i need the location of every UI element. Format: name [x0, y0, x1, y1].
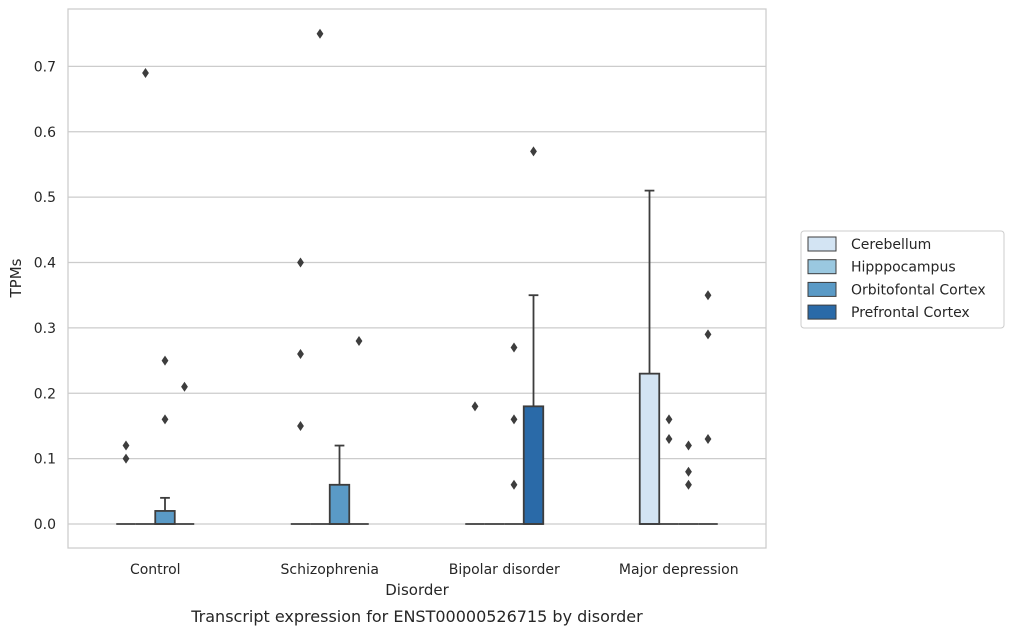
- y-tick-label: 0.6: [34, 125, 56, 141]
- y-tick-label: 0.7: [34, 59, 56, 75]
- box-prefrontal-cortex: [522, 146, 545, 525]
- legend-item: Prefrontal Cortex: [807, 304, 970, 321]
- box-body: [638, 372, 661, 525]
- outlier-point: [704, 329, 712, 340]
- box-cerebellum: [290, 257, 311, 525]
- outlier-point: [297, 257, 304, 268]
- outlier-point: [122, 453, 130, 464]
- outlier-point: [142, 67, 149, 78]
- outlier-point: [297, 420, 304, 431]
- outlier-point: [510, 479, 518, 490]
- box-orbitofontal-cortex: [154, 355, 176, 525]
- box-cerebellum: [638, 189, 661, 525]
- box-body: [328, 483, 351, 525]
- legend-swatch: [807, 259, 837, 275]
- outlier-point: [685, 466, 692, 477]
- y-tick-label: 0.1: [34, 452, 56, 468]
- x-axis-label: Disorder: [385, 581, 449, 599]
- box-body: [522, 405, 545, 525]
- legend-swatch: [807, 236, 837, 252]
- box-prefrontal-cortex: [349, 335, 369, 525]
- box-hipppocampus: [659, 414, 679, 525]
- outlier-point: [704, 290, 712, 301]
- box-orbitofontal-cortex: [678, 440, 699, 525]
- outlier-point: [316, 28, 324, 39]
- chart-title: Transcript expression for ENST0000052671…: [190, 607, 643, 626]
- legend-label: Orbitofontal Cortex: [851, 282, 986, 298]
- y-tick-labels: 0.0 0.1 0.2 0.3 0.4 0.5 0.6 0.7: [34, 59, 56, 533]
- y-tick-label: 0.2: [34, 386, 56, 402]
- outlier-point: [510, 342, 518, 353]
- y-tick-label: 0.3: [34, 321, 56, 337]
- plot-frame: [67, 8, 767, 549]
- outlier-point: [161, 414, 169, 425]
- outlier-point: [471, 401, 479, 412]
- y-tick-label: 0.0: [34, 517, 56, 533]
- box-body: [154, 510, 176, 525]
- outlier-point: [297, 349, 304, 360]
- outlier-point: [530, 146, 537, 157]
- box-hipppocampus: [135, 67, 156, 525]
- legend-label: Cerebellum: [851, 237, 931, 253]
- box-prefrontal-cortex: [174, 381, 195, 525]
- x-tick-label: Major depression: [619, 562, 739, 578]
- legend-item: Hipppocampus: [807, 259, 956, 276]
- box-plots: [116, 28, 718, 525]
- x-tick-label: Bipolar disorder: [449, 562, 560, 578]
- box-orbitofontal-cortex: [328, 444, 351, 525]
- outlier-point: [665, 414, 673, 425]
- legend-items: Cerebellum Hipppocampus Orbitofontal Corte…: [807, 236, 986, 321]
- legend-swatch: [807, 304, 837, 320]
- outlier-point: [510, 414, 518, 425]
- box-cerebellum: [116, 440, 136, 525]
- outlier-point: [665, 434, 673, 445]
- x-tick-label: Schizophrenia: [281, 562, 379, 578]
- y-tick-label: 0.5: [34, 190, 56, 206]
- outlier-point: [161, 355, 169, 366]
- outlier-point: [685, 479, 692, 490]
- legend-label: Hipppocampus: [851, 260, 956, 276]
- x-tick-label: Control: [130, 562, 181, 578]
- box-hipppocampus: [310, 28, 330, 525]
- x-tick-labels: Control Schizophrenia Bipolar disorder Majo…: [130, 562, 739, 578]
- box-cerebellum: [465, 401, 485, 525]
- legend-swatch: [807, 281, 837, 297]
- y-axis-label: TPMs: [7, 258, 25, 298]
- legend-item: Orbitofontal Cortex: [807, 281, 986, 298]
- legend: Cerebellum Hipppocampus Orbitofontal Corte…: [800, 230, 1005, 329]
- legend-frame: [800, 230, 1005, 329]
- legend-label: Prefrontal Cortex: [851, 305, 970, 321]
- box-prefrontal-cortex: [698, 290, 718, 525]
- outlier-point: [685, 440, 692, 451]
- outlier-point: [355, 335, 363, 346]
- box-orbitofontal-cortex: [504, 342, 524, 525]
- y-tick-label: 0.4: [34, 256, 56, 272]
- outlier-point: [704, 434, 712, 445]
- outlier-point: [181, 381, 188, 392]
- outlier-point: [122, 440, 130, 451]
- legend-item: Cerebellum: [807, 236, 931, 253]
